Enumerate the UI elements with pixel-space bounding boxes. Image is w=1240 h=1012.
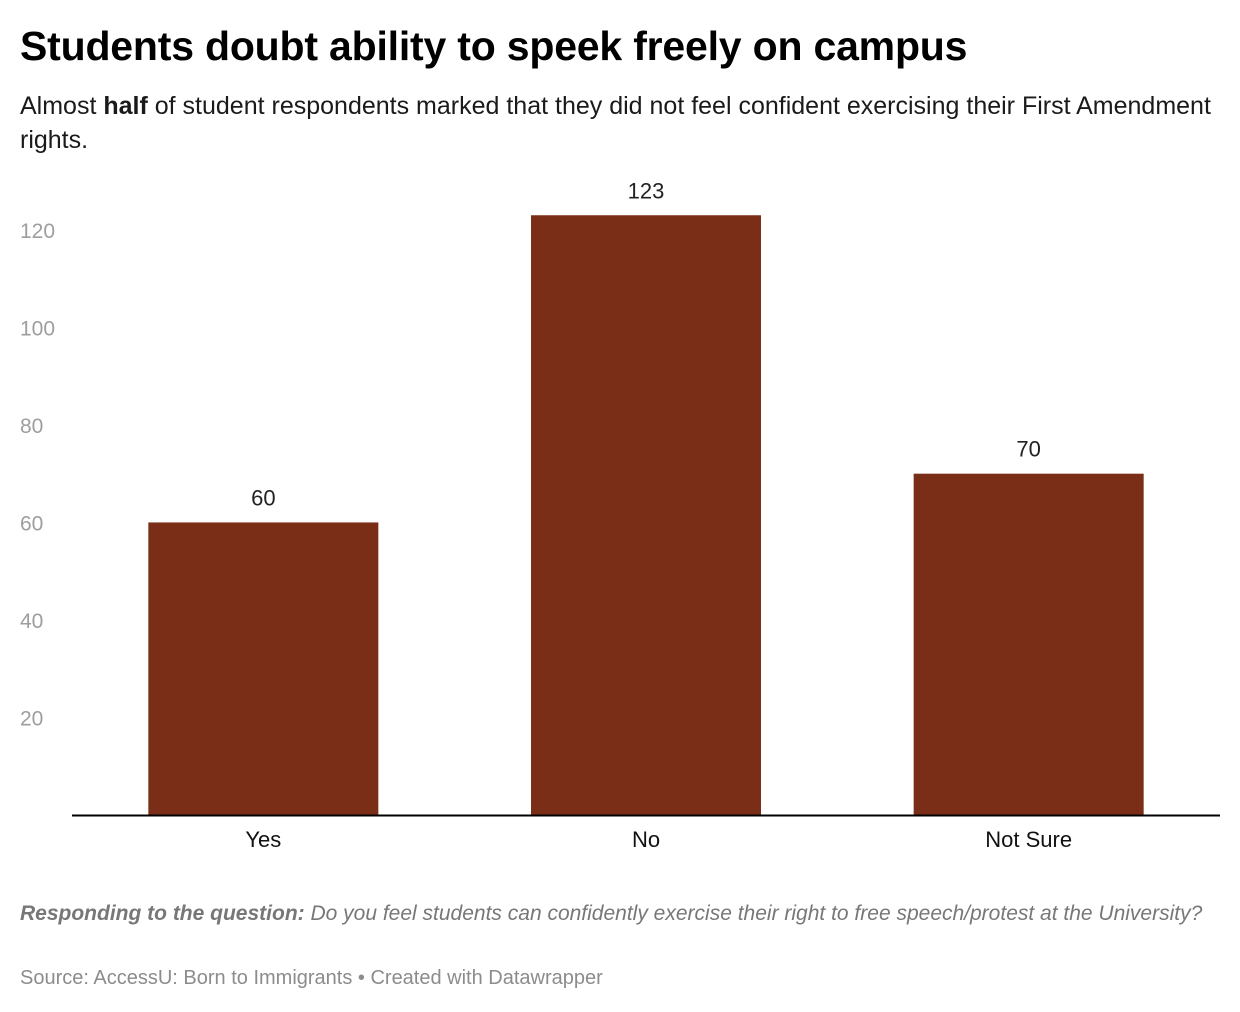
x-tick-label: No [632,827,660,852]
subtitle-emphasis: half [103,92,148,120]
bar-value-label: 60 [251,485,275,510]
value-labels: 60 123 70 [251,178,1041,510]
bar-value-label: 123 [628,178,665,203]
x-axis-labels: Yes No Not Sure [245,827,1072,852]
notes-label: Responding to the question: [20,902,305,925]
y-tick-label: 60 [20,512,43,535]
y-tick-label: 80 [20,415,43,438]
subtitle-text-end: of student respondents marked that they … [20,92,1211,154]
y-tick-label: 20 [20,707,43,730]
notes-text: Do you feel students can confidently exe… [304,902,1203,925]
subtitle-text-start: Almost [20,92,104,120]
chart-source: Source: AccessU: Born to Immigrants • Cr… [20,967,603,989]
bar-value-label: 70 [1016,437,1040,462]
bar-yes [148,522,379,815]
y-axis-ticks: 20 40 60 80 100 120 [20,220,55,731]
x-tick-label: Yes [245,827,281,852]
bar-chart: 20 40 60 80 100 120 60 123 70 Yes No Not Sure [20,178,1220,852]
x-tick-label: Not Sure [985,827,1072,852]
bars [148,215,1144,815]
chart-notes: Responding to the question: Do you feel … [20,899,1220,928]
y-tick-label: 120 [20,220,55,243]
bar-no [531,215,761,815]
chart-subtitle: Almost half of student respondents marke… [20,89,1220,157]
y-tick-label: 40 [20,610,43,633]
chart-title: Students doubt ability to speek freely o… [20,23,968,69]
y-tick-label: 100 [20,317,55,340]
bar-not-sure [913,473,1144,815]
